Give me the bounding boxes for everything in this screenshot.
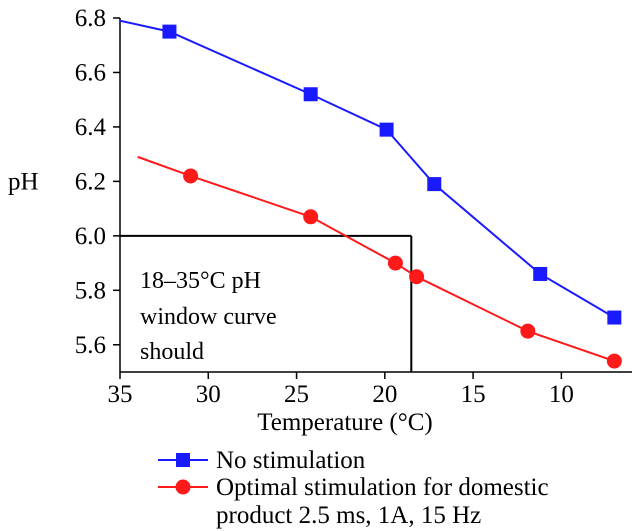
data-point-circle (409, 269, 425, 285)
series-line-optimal-stimulation (137, 155, 615, 363)
window-annotation-line-2: window curve (140, 304, 277, 330)
legend-item-no-stimulation: No stimulation (158, 447, 366, 474)
data-point-square (427, 177, 442, 192)
legend: No stimulation Optimal stimulation for d… (158, 447, 549, 529)
data-point-square (162, 24, 177, 39)
legend-item-optimal-stimulation: Optimal stimulation for domestic product… (158, 474, 549, 529)
data-point-square (379, 122, 394, 137)
data-point-circle (520, 323, 536, 339)
data-point-square (607, 310, 622, 325)
data-point-circle (606, 353, 622, 369)
y-axis-label: pH (8, 168, 39, 195)
data-point-square (303, 87, 318, 102)
y-tick-label: 5.6 (75, 332, 106, 359)
y-tick-label: 6.4 (75, 114, 107, 141)
plot-frame (119, 18, 632, 373)
legend-square-marker (176, 453, 190, 467)
window-box (120, 234, 413, 372)
window-annotation-line-1: 18–35°C pH (140, 268, 261, 294)
x-axis-label: Temperature (°C) (257, 409, 433, 436)
x-tick-label: 20 (372, 381, 397, 408)
y-tick-label: 6.2 (75, 168, 106, 195)
series-group (119, 19, 622, 369)
x-ticks: 35 30 25 20 15 10 (108, 372, 574, 408)
data-point-square (533, 266, 548, 281)
legend-label-optimal-stimulation: Optimal stimulation for domestic (216, 474, 549, 501)
y-tick-label: 6.6 (75, 59, 106, 86)
x-tick-label: 15 (461, 381, 486, 408)
x-tick-label: 25 (284, 381, 309, 408)
legend-label-no-stimulation: No stimulation (216, 447, 366, 474)
data-point-circle (303, 209, 319, 225)
data-point-circle (183, 168, 199, 184)
data-point-circle (387, 255, 403, 271)
y-tick-label: 6.0 (75, 223, 106, 250)
y-tick-label: 5.8 (75, 277, 106, 304)
x-tick-label: 35 (108, 381, 133, 408)
x-tick-label: 30 (196, 381, 221, 408)
window-annotation-line-3: should (140, 339, 204, 365)
legend-label-optimal-stimulation-line-2: product 2.5 ms, 1A, 15 Hz (216, 502, 481, 529)
y-tick-label: 6.8 (75, 5, 106, 32)
x-tick-label: 10 (549, 381, 574, 408)
y-ticks: 5.6 5.8 6.0 6.2 6.4 6.6 6.8 (75, 5, 120, 359)
window-annotation: 18–35°C pH window curve should (140, 268, 277, 365)
legend-circle-marker (175, 479, 191, 495)
